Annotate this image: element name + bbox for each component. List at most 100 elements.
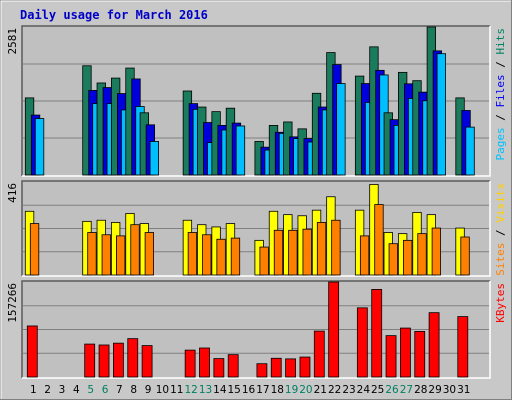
kbytes-bar-kbytes-day-5 bbox=[84, 343, 96, 378]
hits-bar-pages-day-1 bbox=[34, 118, 45, 176]
hits-panel-border-dark bbox=[21, 25, 490, 176]
hits-legend-entry: Files bbox=[494, 74, 507, 107]
day-label-10: 10 bbox=[156, 384, 169, 396]
day-label-16: 16 bbox=[242, 384, 256, 396]
day-label-4: 4 bbox=[73, 384, 80, 396]
visits-bar-sites-day-26 bbox=[388, 243, 398, 276]
day-label-9: 9 bbox=[145, 384, 152, 396]
visits-bar-sites-day-24 bbox=[359, 235, 370, 276]
kbytes-panel-border-light bbox=[22, 281, 491, 379]
kbytes-legend-entry: KBytes bbox=[494, 283, 507, 323]
day-label-6: 6 bbox=[102, 384, 109, 396]
day-label-27: 27 bbox=[400, 384, 413, 396]
visits-bar-sites-day-21 bbox=[316, 222, 327, 276]
kbytes-bar-kbytes-day-9 bbox=[141, 345, 153, 378]
panel-hits: 2581 Pages / Files / Hits bbox=[6, 25, 507, 177]
day-label-26: 26 bbox=[385, 384, 399, 396]
kbytes-bar-kbytes-day-18 bbox=[270, 357, 282, 378]
kbytes-bar-kbytes-day-24 bbox=[356, 307, 368, 378]
kbytes-bar-kbytes-day-27 bbox=[399, 327, 411, 378]
kbytes-bar-kbytes-day-7 bbox=[113, 342, 124, 378]
visits-bar-sites-day-9 bbox=[144, 232, 155, 276]
kbytes-bar-kbytes-day-8 bbox=[127, 338, 139, 378]
kbytes-max-label: 157266 bbox=[6, 283, 19, 323]
day-label-31: 31 bbox=[457, 384, 470, 396]
kbytes-bar-kbytes-day-12 bbox=[184, 349, 196, 378]
day-label-12: 12 bbox=[184, 384, 197, 396]
visits-bar-sites-day-13 bbox=[202, 234, 212, 276]
kbytes-bar-kbytes-day-20 bbox=[299, 356, 311, 378]
day-label-22: 22 bbox=[328, 384, 341, 396]
day-label-8: 8 bbox=[130, 384, 137, 396]
kbytes-bar-kbytes-day-14 bbox=[213, 358, 225, 378]
day-label-28: 28 bbox=[414, 384, 427, 396]
visits-bar-sites-day-22 bbox=[331, 219, 341, 276]
hits-bar-pages-day-15 bbox=[235, 125, 246, 176]
visits-bar-sites-day-31 bbox=[460, 236, 470, 276]
visits-bar-sites-day-1 bbox=[29, 223, 40, 276]
kbytes-legend: KBytes bbox=[494, 283, 507, 323]
day-label-20: 20 bbox=[299, 384, 312, 396]
kbytes-bar-kbytes-day-6 bbox=[98, 344, 110, 378]
day-label-5: 5 bbox=[87, 384, 94, 396]
kbytes-bar-kbytes-day-31 bbox=[457, 316, 469, 378]
day-label-19: 19 bbox=[285, 384, 298, 396]
day-label-15: 15 bbox=[228, 384, 241, 396]
hits-bar-pages-day-22 bbox=[336, 83, 346, 176]
kbytes-bar-kbytes-day-21 bbox=[313, 330, 325, 378]
visits-bar-sites-day-12 bbox=[187, 232, 198, 276]
kbytes-panel-border-dark bbox=[21, 280, 490, 378]
kbytes-bar-kbytes-day-25 bbox=[371, 289, 383, 378]
hits-legend-entry: Hits bbox=[494, 28, 507, 55]
kbytes-bar-kbytes-day-15 bbox=[227, 354, 239, 378]
visits-panel-border-dark bbox=[21, 180, 490, 276]
x-axis-day-labels: 1 2 3 4 5 6 7 8 9 10 11 12 13 14 15 16 17 18 19 20 21 22 23 24 2… bbox=[30, 384, 471, 396]
kbytes-bar-kbytes-day-22 bbox=[328, 281, 340, 378]
visits-bar-sites-day-18 bbox=[273, 229, 284, 276]
day-label-2: 2 bbox=[44, 384, 51, 396]
visits-bar-sites-day-27 bbox=[402, 239, 413, 276]
day-label-21: 21 bbox=[314, 384, 327, 396]
hits-legend-entry: / bbox=[494, 108, 507, 128]
kbytes-bar-kbytes-day-29 bbox=[428, 312, 440, 378]
day-label-25: 25 bbox=[371, 384, 384, 396]
hits-legend-entry: Pages bbox=[494, 127, 507, 160]
hits-max-label: 2581 bbox=[6, 28, 19, 55]
day-label-1: 1 bbox=[30, 384, 37, 396]
hits-bar-pages-day-31 bbox=[465, 126, 475, 176]
day-label-7: 7 bbox=[116, 384, 123, 396]
visits-bar-sites-day-15 bbox=[230, 237, 241, 276]
visits-bar-sites-day-20 bbox=[302, 228, 312, 276]
visits-legend-entry: Sites bbox=[494, 243, 507, 276]
day-label-3: 3 bbox=[59, 384, 66, 396]
visits-bar-sites-day-17 bbox=[259, 246, 269, 276]
visits-bar-sites-day-19 bbox=[288, 229, 298, 276]
day-label-24: 24 bbox=[357, 384, 371, 396]
visits-bar-sites-day-14 bbox=[216, 238, 226, 276]
hits-bar-pages-day-9 bbox=[149, 141, 160, 176]
day-label-11: 11 bbox=[170, 384, 183, 396]
kbytes-bar-kbytes-day-17 bbox=[256, 363, 268, 378]
day-label-13: 13 bbox=[199, 384, 212, 396]
visits-bar-sites-day-5 bbox=[87, 232, 97, 276]
kbytes-bar-kbytes-day-13 bbox=[199, 347, 210, 378]
day-label-14: 14 bbox=[213, 384, 227, 396]
visits-legend-entry: Visits bbox=[494, 183, 507, 223]
panel-kbytes: 157266 KBytes bbox=[6, 280, 507, 379]
visits-legend-entry: / bbox=[494, 223, 507, 243]
kbytes-bar-kbytes-day-19 bbox=[285, 358, 297, 378]
visits-bar-sites-day-6 bbox=[101, 234, 111, 276]
kbytes-bar-kbytes-day-28 bbox=[414, 330, 426, 378]
day-label-29: 29 bbox=[428, 384, 441, 396]
visits-legend: Sites / Visits bbox=[494, 183, 507, 276]
visits-bar-sites-day-7 bbox=[116, 235, 126, 276]
day-label-23: 23 bbox=[342, 384, 355, 396]
hits-bar-pages-day-29 bbox=[436, 53, 447, 176]
hits-legend: Pages / Files / Hits bbox=[494, 28, 507, 161]
day-label-30: 30 bbox=[443, 384, 456, 396]
day-label-18: 18 bbox=[271, 384, 284, 396]
day-label-17: 17 bbox=[256, 384, 269, 396]
chart-title: Daily usage for March 2016 bbox=[20, 8, 208, 22]
